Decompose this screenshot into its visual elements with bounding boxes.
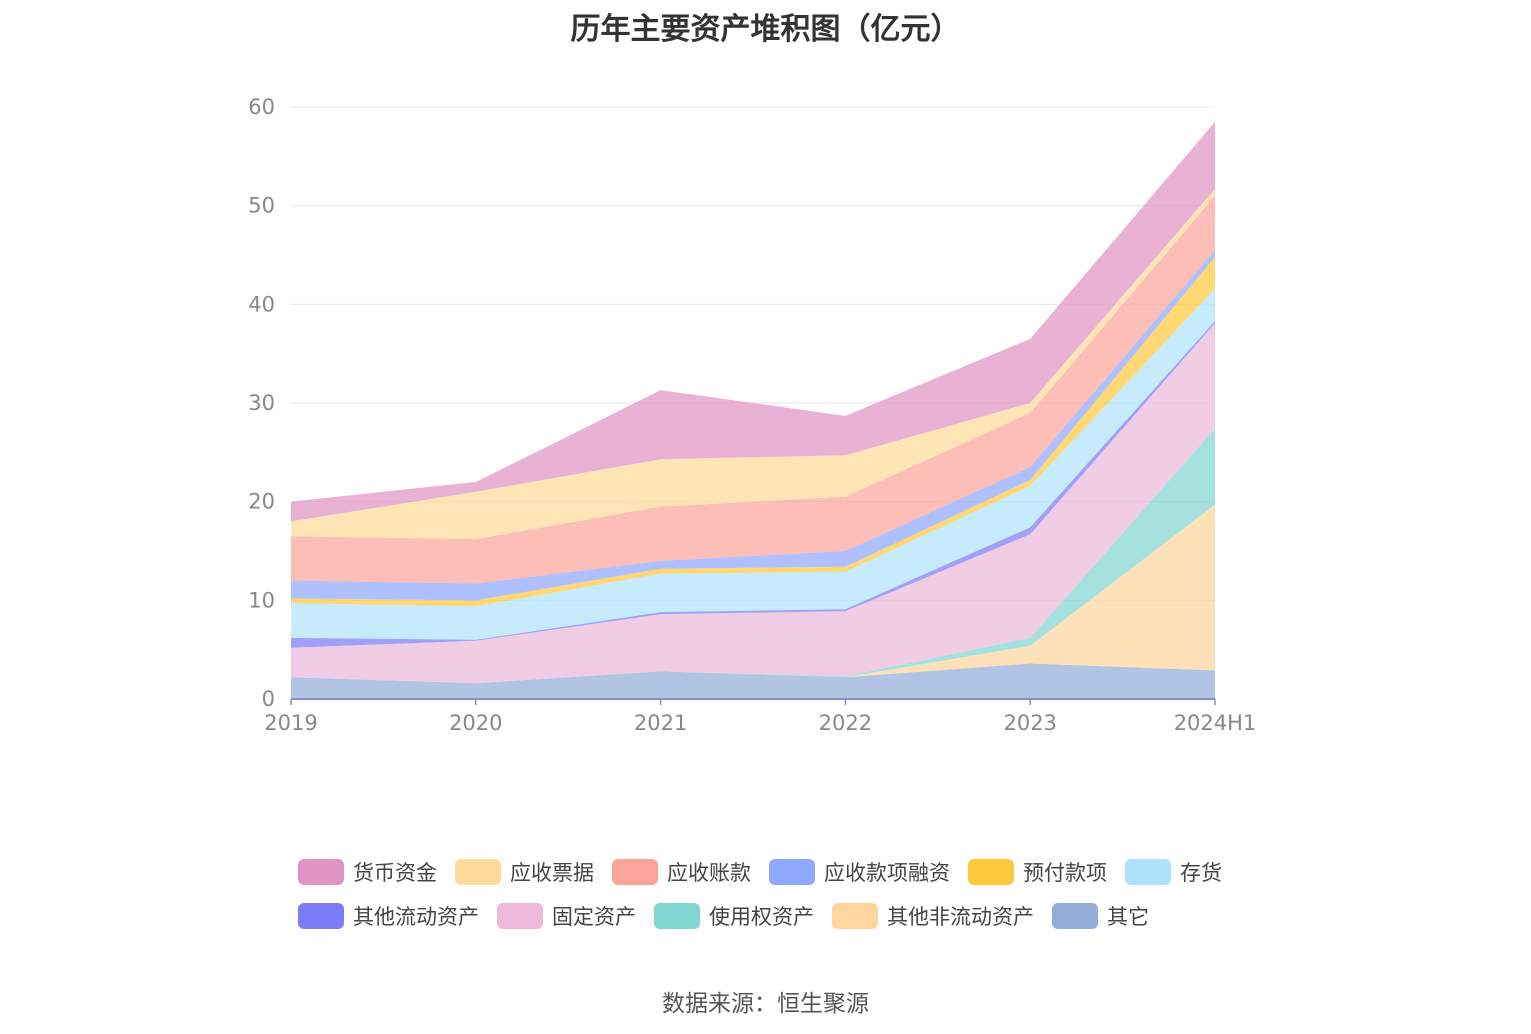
legend-label: 使用权资产 [709, 905, 814, 929]
area-series-其他非流动资产 [291, 504, 1215, 684]
legend-row: 其他流动资产 固定资产 使用权资产 其他非流动资产 其它 [298, 894, 1278, 938]
legend-item[interactable]: 其他非流动资产 [832, 901, 1034, 931]
legend-label: 预付款项 [1023, 861, 1107, 885]
x-tick-label: 2020 [449, 711, 502, 735]
axes: 0 10 20 30 40 50 60 2019 2020 2021 2022 2023 2024H1 [248, 95, 1256, 735]
legend: 货币资金 应收票据 应收账款 应收款项融资 预付款项 存货 其他流动资产 固定资产 使用权资产… [298, 850, 1278, 938]
legend-label: 其他非流动资产 [887, 905, 1034, 929]
legend-label: 应收票据 [510, 861, 594, 885]
y-tick-label: 10 [248, 588, 275, 612]
x-tick-label: 2024H1 [1174, 711, 1257, 735]
area-series-其它 [291, 663, 1215, 699]
legend-item[interactable]: 预付款项 [968, 857, 1107, 887]
legend-item[interactable]: 其它 [1052, 901, 1149, 931]
legend-item[interactable]: 使用权资产 [654, 901, 814, 931]
legend-item[interactable]: 应收账款 [612, 857, 751, 887]
y-tick-label: 60 [248, 95, 275, 119]
legend-swatch [455, 859, 501, 885]
x-tick-label: 2021 [634, 711, 687, 735]
y-tick-label: 50 [248, 194, 275, 218]
legend-swatch [769, 859, 815, 885]
legend-item[interactable]: 其他流动资产 [298, 901, 479, 931]
legend-item[interactable]: 存货 [1125, 857, 1222, 887]
legend-label: 固定资产 [552, 905, 636, 929]
legend-swatch [832, 903, 878, 929]
legend-label: 应收款项融资 [824, 861, 950, 885]
legend-item[interactable]: 应收票据 [455, 857, 594, 887]
legend-row: 货币资金 应收票据 应收账款 应收款项融资 预付款项 存货 [298, 850, 1278, 894]
x-tick-label: 2022 [819, 711, 872, 735]
stacked-area-chart: 0 10 20 30 40 50 60 2019 2020 2021 2022 2023 2024H1 [248, 95, 1256, 735]
legend-swatch [612, 859, 658, 885]
x-tick-label: 2023 [1003, 711, 1056, 735]
data-source-note: 数据来源：恒生聚源 [662, 991, 869, 1017]
legend-swatch [497, 903, 543, 929]
legend-label: 应收账款 [667, 861, 751, 885]
legend-label: 存货 [1180, 861, 1222, 885]
y-tick-label: 40 [248, 292, 275, 316]
chart-title: 历年主要资产堆积图（亿元） [570, 12, 961, 47]
area-series-固定资产 [291, 323, 1215, 684]
y-tick-label: 30 [248, 391, 275, 415]
area-series-应收票据 [291, 188, 1215, 540]
legend-label: 其它 [1107, 905, 1149, 929]
legend-item[interactable]: 应收款项融资 [769, 857, 950, 887]
legend-swatch [298, 903, 344, 929]
area-series-应收账款 [291, 195, 1215, 584]
legend-swatch [298, 859, 344, 885]
x-tick-label: 2019 [264, 711, 317, 735]
legend-label: 货币资金 [353, 861, 437, 885]
legend-swatch [968, 859, 1014, 885]
legend-swatch [654, 903, 700, 929]
y-tick-label: 0 [262, 687, 275, 711]
area-series-货币资金 [291, 121, 1215, 522]
legend-swatch [1125, 859, 1171, 885]
legend-label: 其他流动资产 [353, 905, 479, 929]
area-layer [291, 121, 1215, 699]
legend-item[interactable]: 固定资产 [497, 901, 636, 931]
y-tick-label: 20 [248, 490, 275, 514]
legend-swatch [1052, 903, 1098, 929]
legend-item[interactable]: 货币资金 [298, 857, 437, 887]
